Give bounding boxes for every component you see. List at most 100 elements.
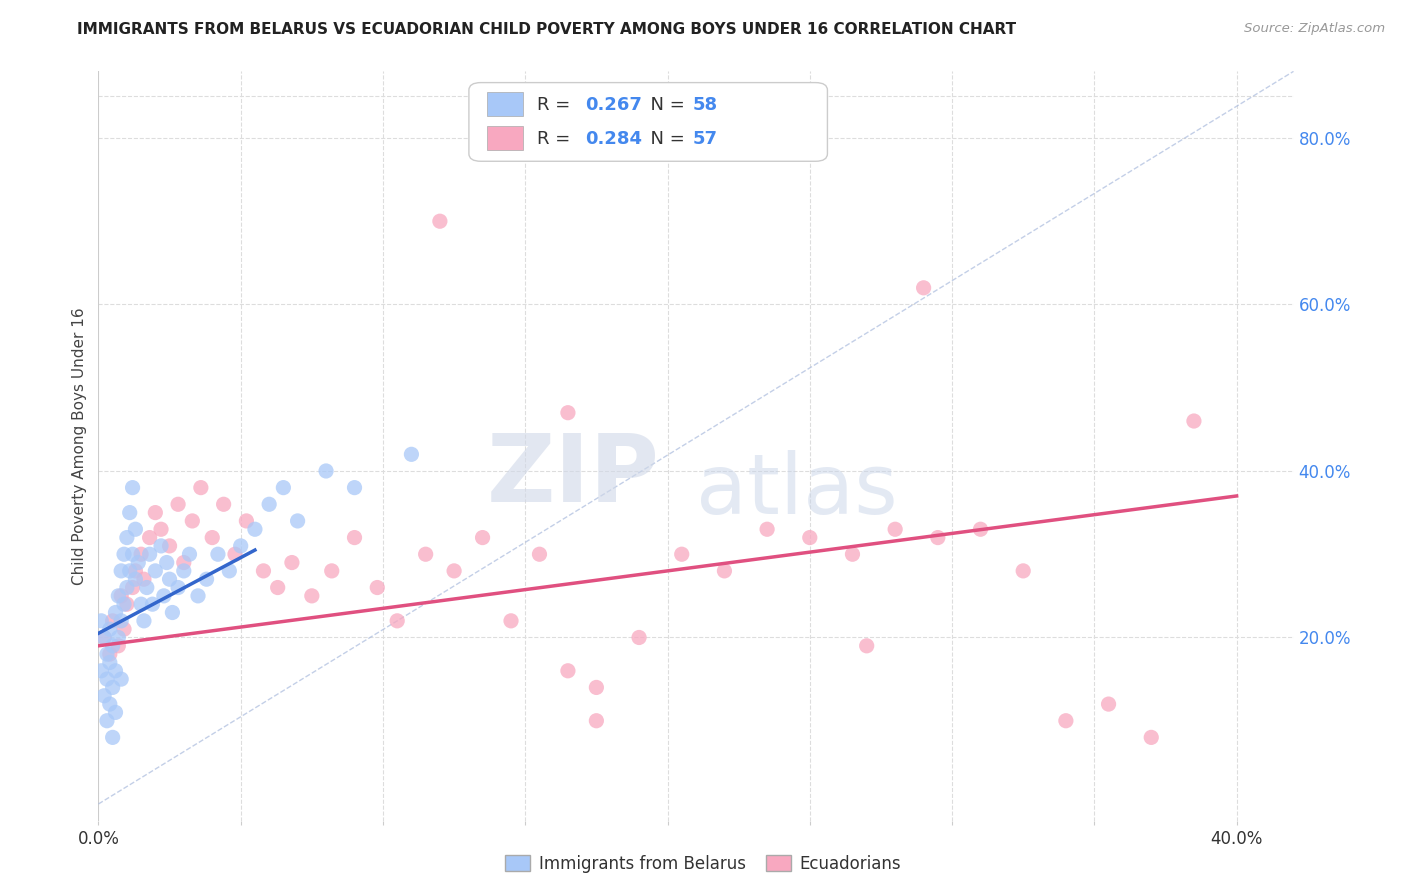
Point	[218, 564, 240, 578]
Point	[96, 672, 118, 686]
Point	[1054, 714, 1077, 728]
Point	[101, 639, 124, 653]
Point	[110, 564, 132, 578]
Text: 0.267: 0.267	[585, 96, 641, 114]
Point	[150, 539, 173, 553]
Point	[207, 547, 229, 561]
Point	[884, 522, 907, 536]
Point	[156, 556, 179, 570]
Point	[104, 606, 127, 620]
Point	[224, 547, 246, 561]
Point	[756, 522, 779, 536]
Point	[93, 689, 115, 703]
Point	[159, 539, 181, 553]
Point	[162, 606, 184, 620]
Point	[107, 631, 129, 645]
Point	[529, 547, 551, 561]
Point	[98, 697, 121, 711]
Point	[799, 531, 821, 545]
Point	[167, 581, 190, 595]
Point	[267, 581, 290, 595]
Point	[129, 597, 152, 611]
FancyBboxPatch shape	[486, 93, 523, 116]
Point	[107, 589, 129, 603]
Point	[585, 714, 607, 728]
Point	[104, 706, 127, 720]
Point	[129, 547, 152, 561]
Point	[190, 481, 212, 495]
Point	[281, 556, 304, 570]
Point	[101, 614, 124, 628]
Point	[124, 572, 146, 586]
Text: ZIP: ZIP	[488, 430, 661, 522]
Point	[115, 597, 138, 611]
Text: N =: N =	[638, 96, 690, 114]
Point	[301, 589, 323, 603]
Point	[112, 622, 135, 636]
Point	[110, 672, 132, 686]
Text: R =: R =	[537, 96, 576, 114]
Point	[127, 556, 149, 570]
Point	[927, 531, 949, 545]
Point	[671, 547, 693, 561]
Text: 0.284: 0.284	[585, 130, 641, 148]
Point	[235, 514, 257, 528]
Text: 58: 58	[692, 96, 717, 114]
Point	[98, 622, 121, 636]
Point	[252, 564, 274, 578]
Point	[112, 597, 135, 611]
Point	[173, 556, 195, 570]
Point	[273, 481, 295, 495]
Point	[121, 581, 143, 595]
Text: IMMIGRANTS FROM BELARUS VS ECUADORIAN CHILD POVERTY AMONG BOYS UNDER 16 CORRELAT: IMMIGRANTS FROM BELARUS VS ECUADORIAN CH…	[77, 22, 1017, 37]
Point	[179, 547, 201, 561]
Point	[343, 531, 366, 545]
Point	[585, 681, 607, 695]
Point	[415, 547, 437, 561]
Point	[385, 614, 409, 628]
Point	[969, 522, 991, 536]
Point	[429, 214, 451, 228]
Point	[153, 589, 176, 603]
Point	[159, 572, 181, 586]
Point	[96, 714, 118, 728]
Point	[557, 664, 579, 678]
Point	[115, 581, 138, 595]
Point	[143, 506, 166, 520]
Point	[96, 647, 118, 661]
Point	[195, 572, 218, 586]
Point	[1097, 697, 1119, 711]
Point	[107, 639, 129, 653]
Point	[135, 581, 157, 595]
Point	[321, 564, 343, 578]
Point	[101, 731, 124, 745]
Point	[841, 547, 863, 561]
Point	[1012, 564, 1035, 578]
Point	[912, 281, 935, 295]
Point	[557, 406, 579, 420]
Point	[287, 514, 309, 528]
Point	[124, 522, 146, 536]
Point	[110, 589, 132, 603]
Point	[121, 481, 143, 495]
Point	[98, 656, 121, 670]
Point	[110, 614, 132, 628]
Text: Source: ZipAtlas.com: Source: ZipAtlas.com	[1244, 22, 1385, 36]
Point	[343, 481, 366, 495]
Text: N =: N =	[638, 130, 690, 148]
Point	[315, 464, 337, 478]
Point	[98, 647, 121, 661]
Point	[138, 547, 160, 561]
Point	[90, 664, 112, 678]
Point	[132, 572, 155, 586]
Point	[138, 531, 160, 545]
Point	[229, 539, 252, 553]
Point	[93, 631, 115, 645]
Point	[471, 531, 494, 545]
Point	[855, 639, 877, 653]
Legend: Immigrants from Belarus, Ecuadorians: Immigrants from Belarus, Ecuadorians	[499, 848, 907, 880]
Point	[243, 522, 266, 536]
Point	[90, 614, 112, 628]
Point	[141, 597, 163, 611]
Point	[118, 564, 141, 578]
